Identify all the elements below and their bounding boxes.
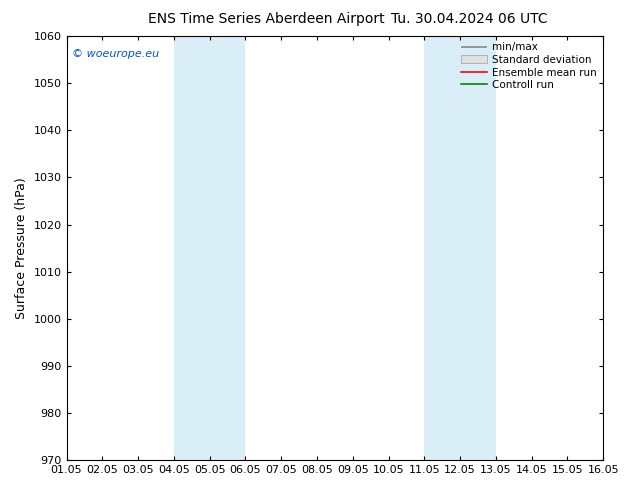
Bar xyxy=(424,36,496,460)
Text: © woeurope.eu: © woeurope.eu xyxy=(72,49,159,59)
Legend: min/max, Standard deviation, Ensemble mean run, Controll run: min/max, Standard deviation, Ensemble me… xyxy=(458,39,600,93)
Text: ENS Time Series Aberdeen Airport: ENS Time Series Aberdeen Airport xyxy=(148,12,385,26)
Bar xyxy=(174,36,245,460)
Text: Tu. 30.04.2024 06 UTC: Tu. 30.04.2024 06 UTC xyxy=(391,12,548,26)
Y-axis label: Surface Pressure (hPa): Surface Pressure (hPa) xyxy=(15,177,28,319)
